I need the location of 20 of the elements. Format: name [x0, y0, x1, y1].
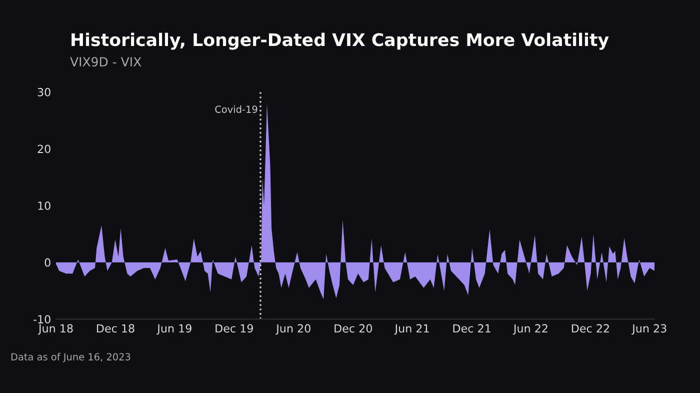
x-tick-label: Jun 22 — [512, 324, 548, 335]
x-tick-label: Jun 21 — [394, 324, 429, 335]
x-tick-label: Dec 19 — [216, 324, 253, 333]
x-tick-label: Dec 22 — [572, 324, 609, 333]
x-tick-label: Jun 19 — [156, 324, 192, 335]
y-tick-label: 0 — [44, 258, 50, 267]
y-tick-label: 30 — [38, 88, 50, 96]
x-tick-label: Dec 20 — [334, 324, 372, 333]
chart-title: Historically, Longer-Dated VIX Captures More Volatility — [72, 32, 609, 50]
ref-line-label: Covid-19 — [215, 105, 258, 113]
y-tick-label: -10 — [34, 315, 50, 324]
text: Data as of June 16, 2023 — [11, 352, 130, 362]
y-tick-label: 10 — [38, 202, 50, 210]
x-tick-label: Dec 21 — [453, 324, 490, 333]
x-tick-label: Dec 18 — [96, 324, 134, 333]
chart-subtitle: VIX9D - VIX — [70, 57, 142, 67]
y-tick-label: 20 — [38, 144, 50, 154]
x-tick-label: Jun 18 — [38, 324, 73, 335]
x-tick-label: Jun 20 — [276, 324, 310, 335]
x-tick-label: Jun 23 — [632, 324, 666, 335]
